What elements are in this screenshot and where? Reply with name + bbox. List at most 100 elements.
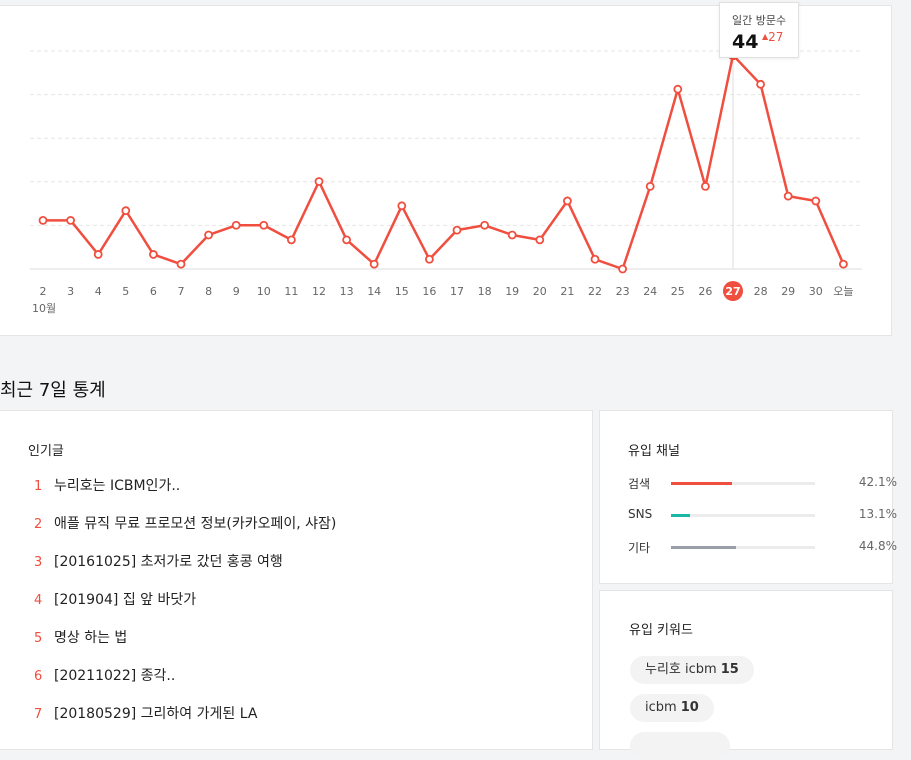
x-tick-label: 25 <box>671 285 685 298</box>
popular-post-item[interactable]: 6 [20211022] 종각.. <box>34 665 175 685</box>
x-tick-label: 24 <box>643 285 657 298</box>
post-rank: 6 <box>34 669 43 684</box>
data-point <box>590 254 600 264</box>
inflow-keyword-title: 유입 키워드 <box>629 623 693 638</box>
delta-up-icon: ▲ <box>762 32 769 41</box>
popular-post-item[interactable]: 2 애플 뮤직 무료 프로모션 정보(카카오페이, 샤잠) <box>34 513 336 533</box>
x-tick-label: 19 <box>505 285 519 298</box>
x-tick-label: 14 <box>367 285 381 298</box>
data-point <box>618 264 627 274</box>
x-tick-label: 17 <box>450 285 464 298</box>
post-title[interactable]: 누리호는 ICBM인가.. <box>54 478 181 494</box>
keyword-count: 15 <box>720 662 739 677</box>
x-tick-label: 5 <box>122 285 129 298</box>
section-title: 최근 7일 통계 <box>0 380 106 401</box>
data-point <box>148 250 158 259</box>
channel-percent: 44.8% <box>858 539 897 553</box>
popular-post-item[interactable]: 5 명상 하는 법 <box>34 627 127 647</box>
x-tick-label: 3 <box>67 285 74 298</box>
x-tick-label: 9 <box>233 285 240 298</box>
post-title[interactable]: [20211022] 종각.. <box>54 668 176 684</box>
x-tick-highlight-badge <box>723 281 743 301</box>
popular-posts-card: 인기글 1 누리호는 ICBM인가.. 2 애플 뮤직 무료 프로모션 정보(카카오… <box>0 410 593 750</box>
data-point <box>424 254 434 264</box>
data-point <box>507 230 517 240</box>
x-tick-label: 7 <box>178 285 185 298</box>
x-tick-label: 2 <box>40 285 47 298</box>
keyword-chip[interactable] <box>630 732 730 760</box>
popular-post-item[interactable]: 1 누리호는 ICBM인가.. <box>34 475 180 495</box>
post-rank: 3 <box>34 555 43 570</box>
chart-tooltip: 일간 방문수 44 ▲27 <box>719 2 799 58</box>
post-title[interactable]: [20180529] 그리하여 가게된 LA <box>54 706 258 722</box>
data-point <box>259 220 269 230</box>
data-point <box>701 181 710 191</box>
inflow-channel-card: 유입 채널 검색 42.1% SNS 13.1% 기타 44.8% <box>599 410 897 584</box>
data-point <box>839 259 848 269</box>
x-tick-label: 22 <box>588 285 602 298</box>
data-point <box>93 250 103 259</box>
x-tick-label: 29 <box>781 285 795 298</box>
channel-bar-track <box>671 482 815 485</box>
popular-post-item[interactable]: 3 [20161025] 초저가로 갔던 홍콩 여행 <box>34 551 283 571</box>
visitor-chart-card: 2 3 4 5 6 7 8 9 10 11 12 13 14 15 16 17 18 19 20 21 22 23 24 25… <box>0 5 892 336</box>
channel-row-sns: SNS 13.1% <box>628 507 897 523</box>
post-rank: 1 <box>34 479 43 494</box>
post-title[interactable]: 애플 뮤직 무료 프로모션 정보(카카오페이, 샤잠) <box>54 516 337 532</box>
x-tick-label: 4 <box>95 285 102 298</box>
tooltip-delta-value: 27 <box>768 30 784 44</box>
keyword-count: 10 <box>680 700 699 715</box>
visitor-line-chart: 2 3 4 5 6 7 8 9 10 11 12 13 14 15 16 17 18 19 20 21 22 23 24 25… <box>30 50 862 315</box>
data-point <box>286 235 296 245</box>
tooltip-label: 일간 방문수 <box>732 14 787 27</box>
keyword-chip[interactable]: icbm 10 <box>630 694 714 722</box>
x-tick-label: 8 <box>205 285 212 298</box>
x-tick-label: 11 <box>284 285 298 298</box>
data-point <box>342 235 352 245</box>
data-point <box>783 191 793 201</box>
popular-post-item[interactable]: 7 [20180529] 그리하여 가게된 LA <box>34 703 257 723</box>
x-tick-label: 28 <box>754 285 768 298</box>
channel-bar-track <box>671 546 815 549</box>
post-title[interactable]: [20161025] 초저가로 갔던 홍콩 여행 <box>54 554 283 570</box>
data-point <box>38 215 48 225</box>
keyword-text: 누리호 icbm <box>645 662 717 677</box>
post-rank: 7 <box>34 707 43 722</box>
data-point <box>204 230 214 240</box>
post-title[interactable]: [201904] 집 앞 바닷가 <box>54 592 197 608</box>
popular-posts-title: 인기글 <box>28 444 64 459</box>
channel-bar-track <box>671 514 815 517</box>
x-tick-label: 13 <box>340 285 354 298</box>
series-line <box>43 53 845 271</box>
x-tick-label: 오늘 <box>833 285 853 298</box>
x-tick-label: 18 <box>478 285 492 298</box>
channel-name: 기타 <box>628 541 651 555</box>
x-tick-label: 15 <box>395 285 409 298</box>
data-point <box>756 79 765 89</box>
data-point <box>811 196 821 206</box>
data-point <box>66 215 75 225</box>
channel-row-etc: 기타 44.8% <box>628 539 897 555</box>
x-tick-label: 20 <box>533 285 547 298</box>
data-point <box>121 206 131 216</box>
x-tick-label: 16 <box>422 285 436 298</box>
tooltip-value: 44 <box>732 31 759 53</box>
popular-post-item[interactable]: 4 [201904] 집 앞 바닷가 <box>34 589 196 609</box>
keyword-chip[interactable]: 누리호 icbm 15 <box>630 656 754 684</box>
inflow-keyword-card: 유입 키워드 누리호 icbm 15 icbm 10 <box>599 590 893 760</box>
x-tick-label: 27 <box>725 285 740 298</box>
channel-bar-fill <box>671 514 690 517</box>
post-title[interactable]: 명상 하는 법 <box>54 630 128 646</box>
inflow-channel-title: 유입 채널 <box>628 444 680 459</box>
post-rank: 2 <box>34 517 43 532</box>
channel-percent: 42.1% <box>858 475 897 489</box>
x-tick-label: 30 <box>809 285 823 298</box>
x-tick-label: 10 <box>257 285 271 298</box>
channel-name: 검색 <box>628 477 651 491</box>
x-tick-label: 6 <box>150 285 157 298</box>
x-tick-label: 23 <box>616 285 630 298</box>
post-rank: 4 <box>34 593 43 608</box>
data-point <box>176 259 186 269</box>
x-tick-label: 21 <box>560 285 574 298</box>
month-label: 10월 <box>32 302 56 315</box>
